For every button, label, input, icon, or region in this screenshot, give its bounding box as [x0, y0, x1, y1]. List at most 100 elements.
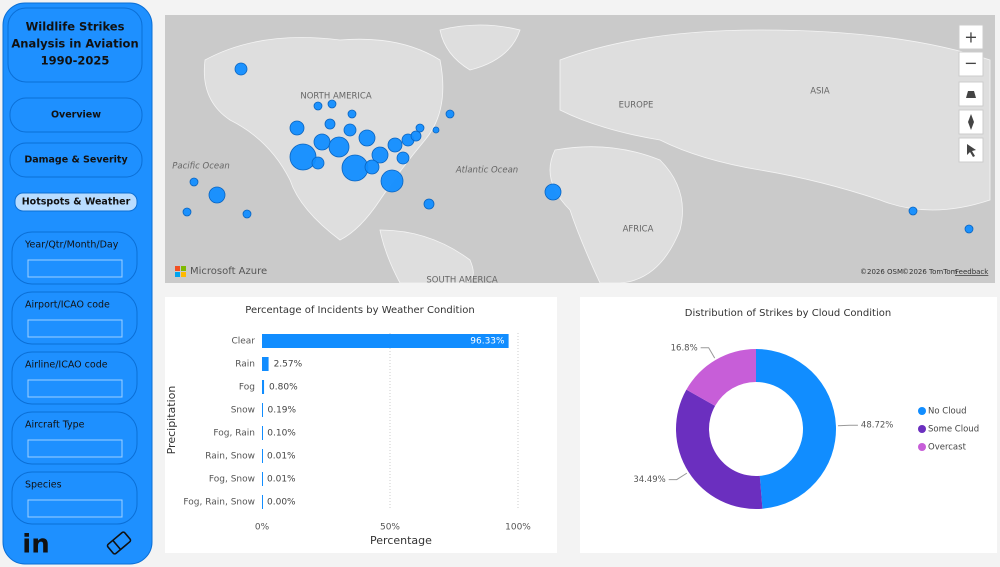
land-eurasia: [559, 29, 991, 211]
nav-label: Overview: [51, 110, 101, 121]
data-label: 96.33%: [470, 337, 505, 347]
legend-label: Some Cloud: [928, 425, 979, 435]
filter-input[interactable]: [27, 499, 123, 518]
eraser-shape[interactable]: [106, 531, 132, 555]
bubble[interactable]: [289, 143, 317, 171]
x-tick-label: 100%: [505, 523, 531, 533]
eraser-icon[interactable]: [106, 531, 132, 555]
donut-slice: [686, 349, 756, 406]
bubble[interactable]: [415, 123, 425, 133]
map-label: Pacific Ocean: [172, 162, 229, 172]
bubble[interactable]: [358, 129, 376, 147]
map-label: SOUTH AMERICA: [426, 276, 497, 286]
bubble[interactable]: [908, 206, 918, 216]
chart-title: Percentage of Incidents by Weather Condi…: [245, 305, 474, 316]
map-feedback[interactable]: Feedback: [955, 268, 989, 276]
y-tick-label: Fog: [239, 383, 255, 393]
map-label: EUROPE: [619, 101, 654, 111]
linkedin-glyph[interactable]: in: [22, 530, 49, 560]
y-tick-label: Clear: [231, 337, 255, 347]
bubble[interactable]: [208, 186, 226, 204]
data-label: 0.01%: [267, 475, 296, 485]
bubble[interactable]: [387, 137, 403, 153]
filter-input[interactable]: [27, 259, 123, 278]
y-axis-label: Precipitation: [165, 386, 178, 455]
donut-panel: [580, 297, 997, 553]
map-brand: Microsoft Azure: [190, 266, 267, 277]
linkedin-icon[interactable]: in: [22, 530, 49, 560]
legend-label: No Cloud: [928, 407, 967, 417]
filter-label: Airline/ICAO code: [25, 360, 108, 371]
bar: [262, 426, 263, 440]
y-tick-label: Fog, Rain, Snow: [183, 498, 255, 508]
bubble[interactable]: [347, 109, 357, 119]
filter-input[interactable]: [27, 319, 123, 338]
y-tick-label: Fog, Snow: [209, 475, 255, 485]
bubble[interactable]: [182, 207, 192, 217]
bubble[interactable]: [964, 224, 974, 234]
bar: [262, 334, 509, 348]
nav-button-active[interactable]: [14, 192, 138, 212]
filter-input[interactable]: [27, 379, 123, 398]
zoom-in-label: +: [964, 28, 977, 47]
filter-label: Airport/ICAO code: [25, 300, 110, 311]
nav-button[interactable]: [9, 142, 143, 178]
legend-marker: [918, 407, 926, 415]
bubble[interactable]: [364, 159, 380, 175]
data-label: 2.57%: [274, 360, 303, 370]
land-greenland: [439, 24, 521, 71]
bubble[interactable]: [313, 133, 331, 151]
bubble[interactable]: [242, 209, 252, 219]
legend-marker: [918, 443, 926, 451]
bubble[interactable]: [189, 177, 199, 187]
bubble[interactable]: [313, 101, 323, 111]
select-icon: [967, 144, 976, 157]
bubble[interactable]: [423, 198, 435, 210]
data-label: 0.80%: [269, 383, 298, 393]
map-controls: + −: [958, 24, 984, 163]
bubble[interactable]: [380, 169, 404, 193]
logo-square: [175, 272, 180, 277]
nav-button[interactable]: [9, 97, 143, 133]
bubble[interactable]: [371, 146, 389, 164]
dashboard-title: Wildlife Strikes: [26, 20, 125, 34]
logo-square: [175, 266, 180, 271]
bubble[interactable]: [324, 118, 336, 130]
bubble[interactable]: [234, 62, 248, 76]
filter-label: Aircraft Type: [25, 420, 85, 431]
compass-icon: [968, 114, 974, 130]
data-label: 0.10%: [267, 429, 296, 439]
dashboard-title: 1990-2025: [41, 54, 110, 68]
bubble[interactable]: [328, 136, 350, 158]
x-axis-label: Percentage: [370, 534, 432, 547]
map-credit: ©2026 OSM: [860, 268, 903, 276]
logo-square: [181, 272, 186, 277]
eraser-line: [112, 539, 122, 551]
map-credit: ©2026 TomTom: [902, 268, 958, 276]
chart-title: Distribution of Strikes by Cloud Conditi…: [685, 308, 891, 319]
zoom-out-button[interactable]: [958, 51, 984, 77]
map-label: Atlantic Ocean: [455, 166, 518, 176]
zoom-in-button[interactable]: [958, 24, 984, 50]
bubble[interactable]: [289, 120, 305, 136]
bubble[interactable]: [396, 151, 410, 165]
map-label: NORTH AMERICA: [300, 92, 371, 102]
bubble[interactable]: [410, 130, 422, 142]
map-labels: NORTH AMERICA EUROPE ASIA AFRICA SOUTH A…: [172, 87, 830, 286]
bubble[interactable]: [343, 123, 357, 137]
bubble[interactable]: [341, 154, 369, 182]
bubble[interactable]: [445, 109, 455, 119]
filter-label: Year/Qtr/Month/Day: [24, 240, 119, 251]
filter-input[interactable]: [27, 439, 123, 458]
land-africa: [549, 146, 683, 284]
leader-line: [700, 347, 716, 359]
bubble[interactable]: [432, 126, 440, 134]
bubble[interactable]: [327, 99, 337, 109]
legend-marker: [918, 425, 926, 433]
map-label: ASIA: [810, 87, 830, 97]
bubble[interactable]: [311, 156, 325, 170]
logo-square: [181, 266, 186, 271]
data-label: 0.00%: [267, 498, 296, 508]
zoom-out-label: −: [964, 54, 977, 73]
bubble[interactable]: [544, 183, 562, 201]
